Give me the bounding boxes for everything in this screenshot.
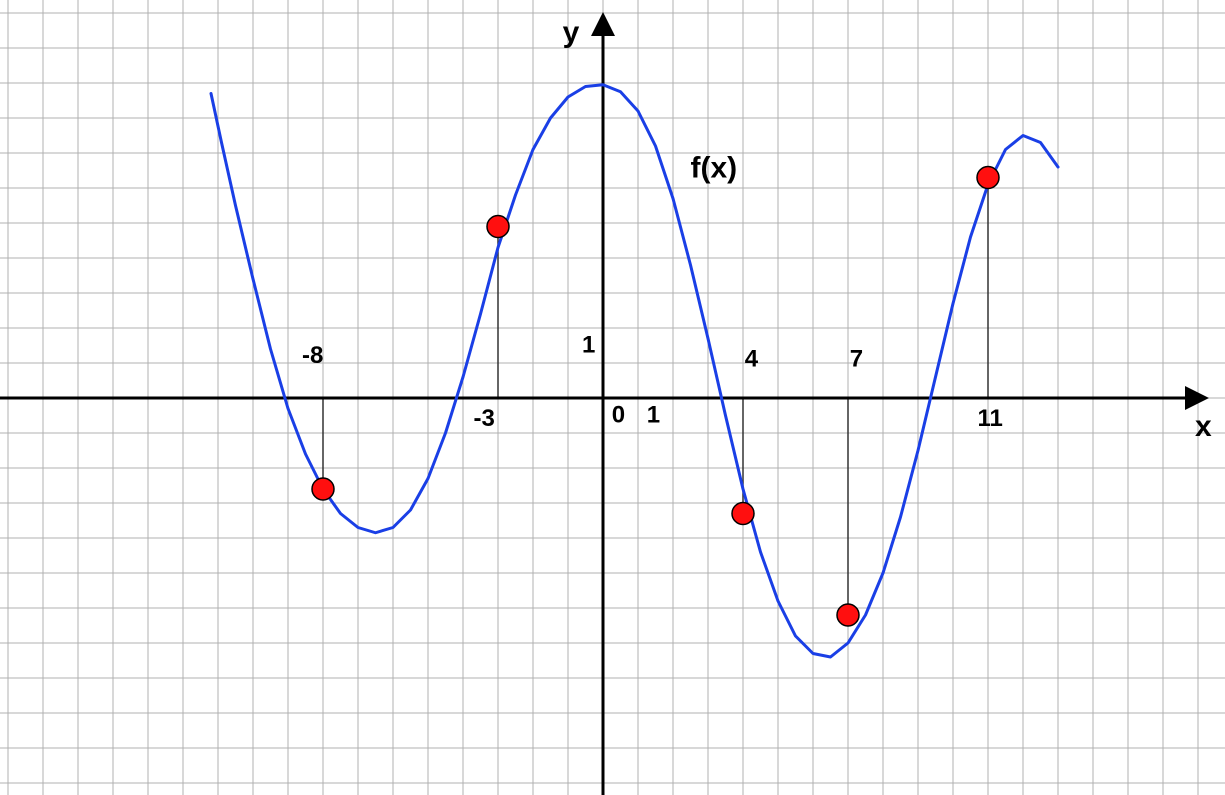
marked-point: [312, 478, 334, 500]
tick-label: 0: [612, 402, 625, 429]
tick-label: 11: [978, 405, 1003, 432]
tick-label: 4: [745, 346, 759, 373]
function-label: f(x): [691, 152, 738, 185]
marked-point: [487, 216, 509, 238]
function-chart: xy-8-30114711f(x): [0, 0, 1225, 795]
tick-labels: -8-30114711: [302, 332, 1003, 433]
tick-label: 1: [647, 402, 660, 429]
marked-point: [977, 167, 999, 189]
tick-label: 1: [582, 332, 595, 359]
function-curve: [211, 85, 1058, 657]
marked-point: [732, 503, 754, 525]
marked-points: [312, 167, 999, 627]
tick-label: -3: [474, 405, 495, 432]
tick-label: -8: [302, 342, 323, 369]
y-axis-label: y: [563, 16, 580, 49]
droplines: [323, 178, 988, 616]
tick-label: 7: [850, 346, 863, 373]
marked-point: [837, 604, 859, 626]
x-axis-label: x: [1195, 410, 1212, 443]
